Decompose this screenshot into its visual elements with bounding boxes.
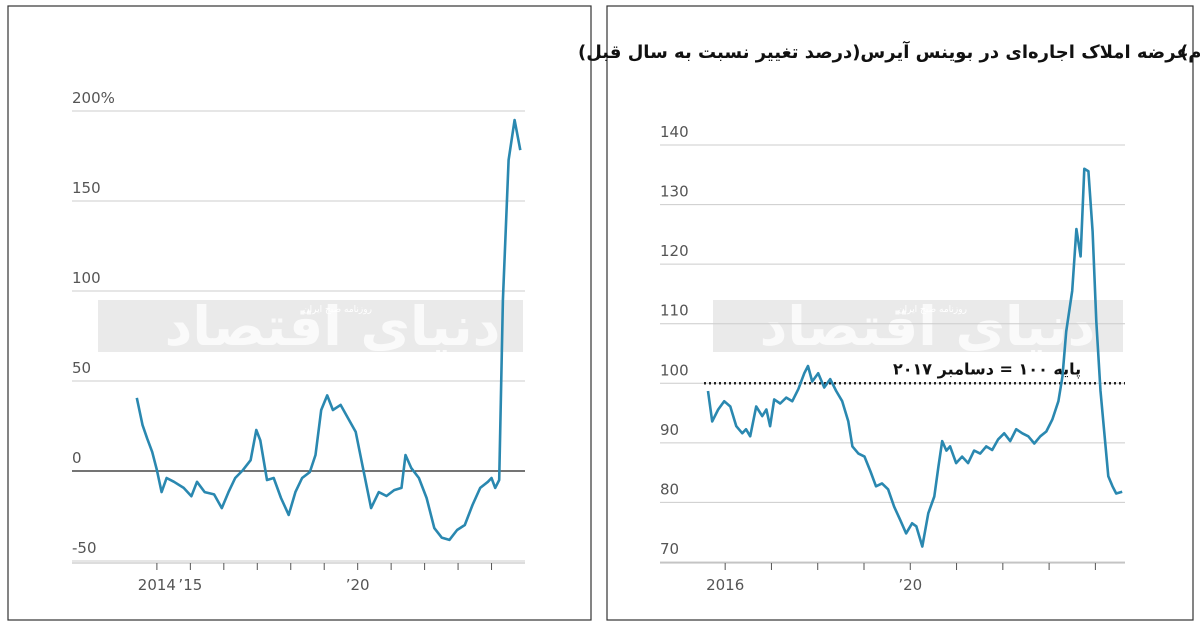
x-tick-label: ’20: [898, 576, 922, 594]
y-tick-label: 50: [72, 359, 91, 377]
reference-label: پایه ۱۰۰ = دسامبر ۲۰۱۷: [893, 359, 1081, 379]
y-tick-label: 200%: [72, 89, 115, 107]
y-tick-label: 110: [660, 302, 689, 320]
x-tick-label: 2014: [138, 576, 176, 594]
chart-title: عرضه املاک اجاره‌ای در بوینس آیرس(درصد ت…: [578, 40, 1189, 63]
x-tick-label: ’15: [178, 576, 202, 594]
watermark-sub: روزنامه صبح ایران: [303, 305, 372, 315]
y-tick-label: 80: [660, 480, 679, 498]
watermark-band: [98, 300, 523, 352]
series-line: [706, 167, 1123, 548]
y-tick-label: 100: [72, 269, 101, 287]
y-tick-label: 150: [72, 179, 101, 197]
x-tick-label: ’20: [346, 576, 370, 594]
y-tick-label: 70: [660, 540, 679, 558]
watermark-band: [713, 300, 1123, 352]
y-tick-label: 90: [660, 421, 679, 439]
y-tick-label: 140: [660, 123, 689, 141]
series-line: [135, 118, 522, 542]
y-tick-label: 120: [660, 242, 689, 260]
watermark-sub: روزنامه صبح ایران: [898, 305, 967, 315]
y-tick-label: -50: [72, 539, 97, 557]
chart-title: قیمت واقعی املاک اجاره‌ای در بوینس آیرس(…: [1180, 40, 1200, 63]
y-tick-label: 100: [660, 361, 689, 379]
watermark: دنیای اقتصاد: [760, 295, 1096, 358]
panel-frame: [606, 5, 1194, 621]
y-tick-label: 0: [72, 449, 82, 467]
x-tick-label: 2016: [706, 576, 744, 594]
y-tick-label: 130: [660, 183, 689, 201]
panel-frame: [7, 5, 592, 621]
watermark: دنیای اقتصاد: [165, 295, 501, 358]
